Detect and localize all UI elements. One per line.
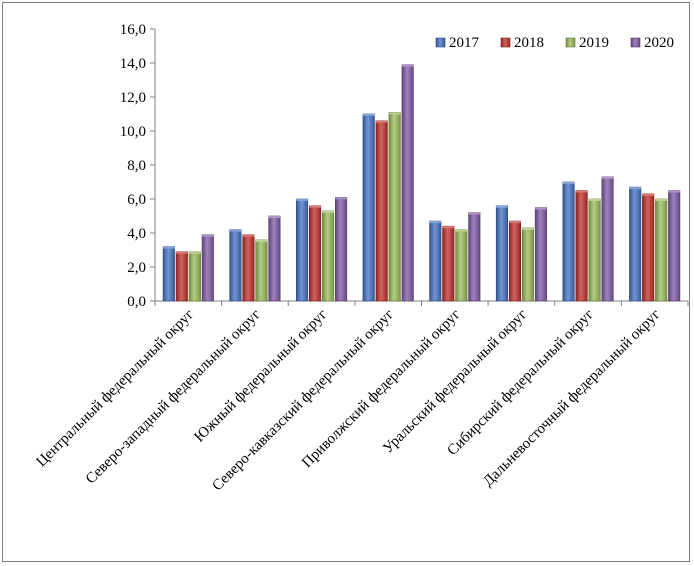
bar-2020-8 bbox=[668, 190, 681, 302]
bar-cap bbox=[468, 212, 481, 215]
bar-2019-8 bbox=[655, 198, 668, 302]
legend-label-2018: 2018 bbox=[514, 35, 544, 51]
bar-cap bbox=[562, 182, 575, 184]
bar-2018-3 bbox=[309, 205, 322, 302]
bar-cap bbox=[375, 120, 388, 123]
bar-cap bbox=[668, 190, 680, 193]
bar-2020-2 bbox=[268, 215, 281, 302]
legend-label-2017: 2017 bbox=[449, 35, 480, 51]
bar-2020-1 bbox=[201, 234, 214, 302]
legend-label-2020: 2020 bbox=[644, 35, 674, 51]
bar-cap bbox=[202, 234, 214, 237]
bar-2017-2 bbox=[229, 229, 242, 302]
bar-2018-7 bbox=[575, 190, 588, 302]
bar-2017-5 bbox=[429, 220, 442, 302]
bar-cap bbox=[535, 207, 547, 210]
bar-2017-8 bbox=[629, 186, 642, 302]
y-tick-label: 6,0 bbox=[127, 192, 146, 208]
bar-cap bbox=[496, 205, 508, 208]
y-tick-label: 10,0 bbox=[120, 124, 146, 140]
bar-cap bbox=[522, 227, 534, 230]
bar-cap bbox=[176, 251, 188, 254]
bar-2020-3 bbox=[335, 197, 348, 302]
legend-swatch-2017 bbox=[435, 37, 446, 48]
y-tick-label: 14,0 bbox=[120, 56, 146, 72]
y-tick-label: 16,0 bbox=[120, 22, 146, 38]
bar-2018-2 bbox=[242, 234, 255, 302]
bar-2017-1 bbox=[162, 246, 175, 302]
bar-cap bbox=[268, 216, 281, 218]
bar-2020-5 bbox=[468, 212, 481, 302]
bar-cap bbox=[296, 199, 308, 201]
bar-cap bbox=[255, 239, 268, 242]
bar-2019-5 bbox=[455, 229, 468, 302]
category-label-7: Сибирский федеральный округ bbox=[444, 307, 596, 459]
y-tick-label: 8,0 bbox=[127, 158, 146, 174]
bar-2019-4 bbox=[388, 112, 401, 302]
bar-cap bbox=[588, 199, 601, 201]
bar-cap bbox=[601, 176, 614, 179]
legend-label-2019: 2019 bbox=[579, 35, 609, 51]
bar-2018-1 bbox=[175, 251, 188, 302]
y-tick-label: 0,0 bbox=[127, 294, 146, 310]
bar-cap bbox=[229, 229, 242, 232]
category-label-3: Южный федеральный округ bbox=[191, 307, 330, 446]
y-tick-label: 12,0 bbox=[120, 90, 146, 106]
bar-2017-6 bbox=[495, 205, 508, 302]
bar-cap bbox=[189, 251, 201, 254]
bar-2019-3 bbox=[322, 210, 335, 302]
bar-cap bbox=[642, 193, 654, 196]
bar-cap bbox=[575, 190, 588, 193]
bar-cap bbox=[322, 210, 334, 213]
y-tick-label: 2,0 bbox=[127, 260, 146, 276]
y-tick-label: 4,0 bbox=[127, 226, 146, 242]
bar-2018-4 bbox=[375, 120, 388, 302]
bar-2018-6 bbox=[508, 220, 521, 302]
category-label-6: Уральский федеральный округ bbox=[380, 307, 530, 457]
bar-2019-1 bbox=[188, 251, 201, 302]
bar-2018-5 bbox=[442, 225, 455, 302]
bar-cap bbox=[335, 197, 347, 200]
bar-cap bbox=[509, 221, 521, 224]
bar-2017-3 bbox=[296, 198, 309, 302]
bar-cap bbox=[362, 114, 375, 116]
bar-2017-4 bbox=[362, 113, 375, 302]
bar-2020-7 bbox=[601, 176, 614, 302]
bar-cap bbox=[655, 199, 667, 201]
bar-cap bbox=[309, 205, 321, 208]
bar-cap bbox=[163, 246, 175, 249]
bar-2019-2 bbox=[255, 239, 268, 302]
bar-cap bbox=[401, 64, 414, 67]
bar-2018-8 bbox=[642, 193, 655, 302]
bar-2019-6 bbox=[521, 227, 534, 302]
bar-cap bbox=[242, 234, 255, 237]
bar-cap bbox=[388, 112, 401, 115]
legend-swatch-2019 bbox=[565, 37, 576, 48]
bar-2017-7 bbox=[562, 181, 575, 302]
bar-cap bbox=[429, 221, 442, 224]
bar-cap bbox=[442, 226, 455, 229]
bar-2020-6 bbox=[534, 207, 547, 302]
bar-2020-4 bbox=[401, 64, 414, 302]
bar-2019-7 bbox=[588, 198, 601, 302]
bar-cap bbox=[629, 187, 641, 190]
legend-swatch-2018 bbox=[500, 37, 511, 48]
legend-swatch-2020 bbox=[630, 37, 641, 48]
bar-cap bbox=[455, 229, 468, 232]
